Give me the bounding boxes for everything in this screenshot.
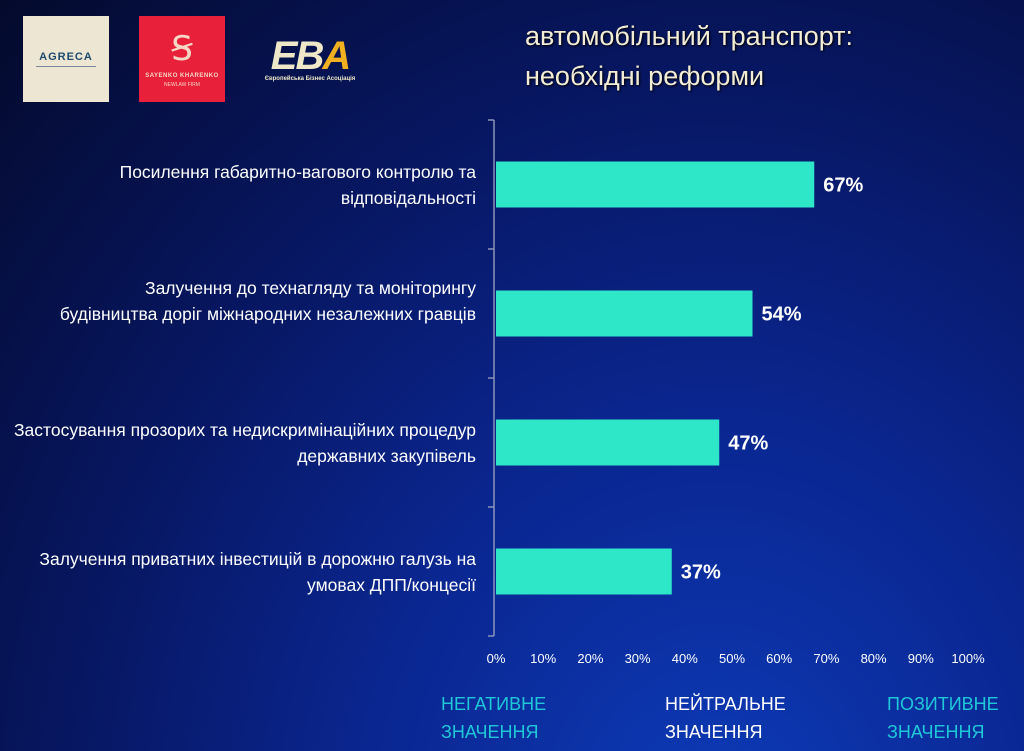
eba-logo-sub: Європейська Бізнес Асоціація xyxy=(264,76,356,82)
x-tick-label: 10% xyxy=(530,651,556,666)
eba-logo: EBA Європейська Бізнес Асоціація xyxy=(255,16,365,102)
x-tick-label: 60% xyxy=(766,651,792,666)
x-tick-label: 0% xyxy=(487,651,506,666)
data-label: 67% xyxy=(823,175,863,197)
eba-logo-text: EBA xyxy=(270,34,351,78)
x-tick-label: 40% xyxy=(672,651,698,666)
x-tick-label: 100% xyxy=(951,651,985,666)
data-label: 54% xyxy=(762,304,802,326)
category-label: Залучення до технагляду та моніторингу б… xyxy=(59,277,476,324)
legend-text: ПОЗИТИВНЕ xyxy=(887,694,999,714)
x-tick-label: 80% xyxy=(861,651,887,666)
data-label: 37% xyxy=(681,562,721,584)
legend-text: НЕЙТРАЛЬНЕ xyxy=(665,694,786,714)
legend-text: НЕГАТИВНЕ xyxy=(441,694,547,714)
sayenko-kharenko-logo: Ꞩ SAYENKO KHARENKO NEWLAW FIRM xyxy=(139,16,225,102)
bar xyxy=(496,419,720,466)
category-label: Посилення габаритно-вагового контролю та… xyxy=(119,161,476,208)
data-label: 47% xyxy=(728,433,768,455)
bar xyxy=(496,290,753,337)
x-tick-label: 90% xyxy=(908,651,934,666)
legend-neutral: НЕЙТРАЛЬНЕ ЗНАЧЕННЯ xyxy=(665,690,786,746)
bar xyxy=(496,548,672,595)
category-label: Застосування прозорих та недискримінацій… xyxy=(13,419,476,466)
legend-text: ЗНАЧЕННЯ xyxy=(887,722,985,742)
legend-text: ЗНАЧЕННЯ xyxy=(441,722,539,742)
title-line-1: автомобільний транспорт: xyxy=(525,21,854,51)
x-tick-label: 20% xyxy=(577,651,603,666)
title-line-2: необхідні реформи xyxy=(525,61,765,91)
legend-positive: ПОЗИТИВНЕ ЗНАЧЕННЯ xyxy=(887,690,999,746)
legend-negative: НЕГАТИВНЕ ЗНАЧЕННЯ xyxy=(441,690,546,746)
page-title: автомобільний транспорт: необхідні реформ… xyxy=(525,16,853,96)
agreca-logo: AGRECA xyxy=(23,16,109,102)
sk-logo-sub: NEWLAW FIRM xyxy=(164,81,200,88)
bar xyxy=(496,161,815,208)
x-tick-label: 30% xyxy=(625,651,651,666)
agreca-logo-text: AGRECA xyxy=(39,51,93,63)
x-tick-label: 70% xyxy=(813,651,839,666)
category-label: Залучення приватних інвестицій в дорожню… xyxy=(39,548,476,595)
x-tick-label: 50% xyxy=(719,651,745,666)
sk-logo-text: SAYENKO KHARENKO xyxy=(145,72,219,79)
legend-text: ЗНАЧЕННЯ xyxy=(665,722,763,742)
